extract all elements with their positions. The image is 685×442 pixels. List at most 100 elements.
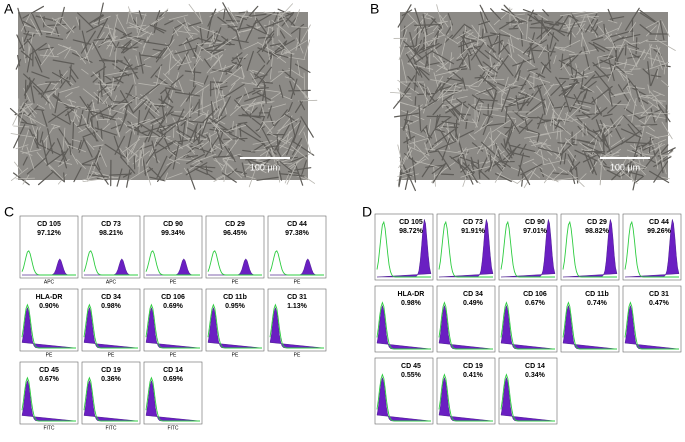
cell bbox=[161, 88, 171, 107]
cell bbox=[444, 34, 453, 44]
cell bbox=[268, 72, 284, 84]
cell bbox=[483, 143, 489, 160]
cell bbox=[236, 57, 243, 70]
cell bbox=[260, 103, 265, 116]
flow-plot: CD 105 98.72% bbox=[374, 213, 434, 281]
cell bbox=[266, 40, 271, 61]
cell bbox=[476, 131, 490, 155]
cell bbox=[418, 44, 436, 51]
cell bbox=[187, 168, 196, 190]
cell bbox=[102, 123, 111, 131]
cell bbox=[418, 104, 422, 131]
cell bbox=[607, 100, 622, 114]
cell bbox=[107, 24, 114, 42]
cell bbox=[540, 148, 545, 166]
cell bbox=[294, 9, 300, 24]
cell bbox=[34, 56, 43, 73]
cell bbox=[545, 26, 571, 35]
cell bbox=[54, 92, 60, 114]
axis-label: APC bbox=[106, 279, 117, 285]
cell bbox=[128, 145, 144, 161]
cell bbox=[199, 26, 204, 47]
cell bbox=[92, 75, 101, 83]
cell bbox=[289, 80, 296, 96]
cell bbox=[78, 138, 85, 153]
cell bbox=[633, 136, 641, 161]
cell bbox=[207, 173, 216, 180]
cell bbox=[518, 126, 540, 134]
cell bbox=[594, 70, 612, 91]
cell bbox=[71, 121, 75, 149]
cell bbox=[597, 57, 601, 68]
cell bbox=[522, 40, 536, 55]
isotype-histogram bbox=[376, 373, 431, 422]
cell bbox=[469, 87, 489, 96]
cell bbox=[587, 125, 606, 146]
cell bbox=[564, 80, 579, 99]
cell bbox=[162, 39, 175, 56]
cell bbox=[587, 15, 596, 20]
cell bbox=[217, 135, 234, 159]
cell bbox=[500, 143, 513, 159]
flow-plot: CD 19 0.36% FITC bbox=[81, 361, 141, 431]
cell bbox=[582, 148, 594, 174]
cell bbox=[227, 72, 244, 80]
cell bbox=[204, 131, 219, 141]
marker-label: CD 44 bbox=[649, 219, 669, 226]
cell bbox=[425, 144, 434, 156]
cell bbox=[90, 104, 112, 119]
cell bbox=[240, 174, 256, 180]
cell bbox=[435, 116, 452, 128]
isotype-histogram bbox=[269, 250, 324, 276]
cell bbox=[436, 20, 448, 24]
cell bbox=[93, 37, 112, 41]
cell bbox=[581, 27, 584, 47]
cell bbox=[36, 129, 39, 149]
cell bbox=[249, 107, 258, 116]
cell bbox=[198, 166, 213, 173]
cell bbox=[281, 13, 294, 27]
cell bbox=[613, 44, 626, 67]
cell bbox=[490, 146, 499, 172]
cell bbox=[429, 82, 442, 103]
cell bbox=[45, 142, 55, 157]
cell bbox=[203, 58, 212, 69]
cell bbox=[499, 18, 517, 30]
cell bbox=[51, 113, 71, 125]
cell bbox=[130, 37, 143, 45]
cell bbox=[143, 102, 160, 117]
cell bbox=[593, 56, 614, 67]
cell bbox=[178, 37, 200, 47]
cell bbox=[203, 75, 209, 85]
cell bbox=[98, 2, 104, 25]
cell bbox=[634, 175, 644, 184]
cell bbox=[517, 54, 536, 68]
cell bbox=[429, 150, 439, 153]
cell bbox=[268, 112, 275, 128]
cell bbox=[433, 40, 436, 58]
cell bbox=[537, 113, 544, 130]
cell bbox=[26, 104, 40, 118]
cell bbox=[39, 54, 59, 58]
cell bbox=[156, 161, 174, 182]
cell bbox=[638, 109, 662, 120]
cell bbox=[401, 9, 413, 17]
cell bbox=[114, 71, 138, 79]
cell bbox=[33, 48, 42, 65]
cell bbox=[553, 176, 578, 182]
cell bbox=[96, 120, 99, 131]
cell bbox=[225, 136, 241, 158]
cell bbox=[122, 139, 140, 153]
cell bbox=[630, 144, 649, 160]
cell bbox=[263, 80, 267, 104]
percent-label: 0.67% bbox=[39, 376, 60, 383]
cell bbox=[567, 127, 585, 142]
cell bbox=[259, 88, 281, 93]
cell bbox=[119, 90, 134, 114]
cell bbox=[505, 12, 529, 22]
cell bbox=[610, 91, 631, 97]
cell bbox=[75, 51, 87, 64]
flow-plot: CD 29 96.45% PE bbox=[205, 215, 265, 285]
cell bbox=[588, 42, 606, 53]
cell bbox=[144, 99, 151, 110]
